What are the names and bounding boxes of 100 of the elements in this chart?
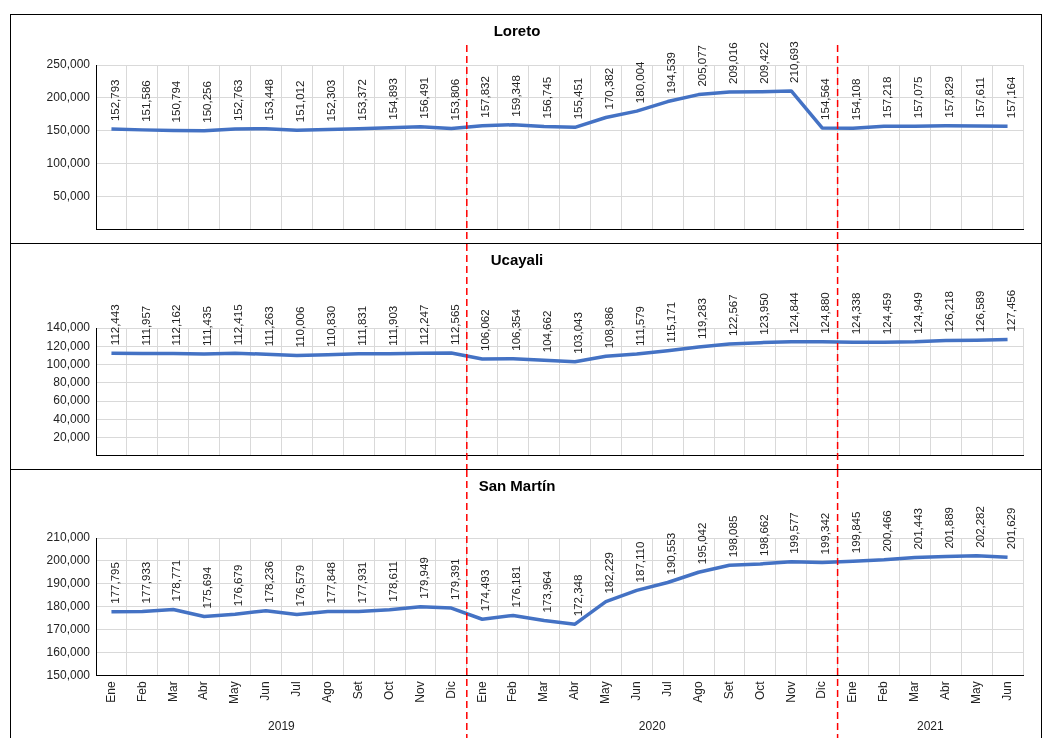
- data-label: 175,694: [201, 566, 214, 609]
- x-tick-label: Ene: [474, 681, 489, 703]
- data-label: 182,229: [603, 551, 616, 594]
- data-label: 187,110: [633, 541, 646, 583]
- y-tick-label: 190,000: [46, 576, 91, 591]
- data-label: 112,162: [170, 304, 183, 346]
- data-label: 199,577: [788, 512, 801, 554]
- y-tick-label: 180,000: [46, 598, 91, 613]
- data-label: 198,662: [757, 514, 770, 556]
- y-tick-label: 120,000: [46, 338, 91, 353]
- x-tick-label: Feb: [505, 681, 520, 703]
- data-label: 115,171: [664, 301, 677, 343]
- data-label: 124,338: [850, 292, 863, 335]
- y-tick-label: 160,000: [46, 644, 91, 659]
- x-tick-label: Jul: [289, 681, 304, 697]
- chart-title: Loreto: [493, 22, 541, 40]
- x-tick-label: Ago: [690, 681, 705, 703]
- text: 2021: [916, 719, 944, 733]
- y-tick-label: 150,000: [46, 123, 91, 138]
- data-label: 112,443: [108, 304, 121, 346]
- data-label: 104,662: [541, 310, 554, 353]
- data-label: 157,218: [881, 76, 894, 119]
- data-label: 108,986: [603, 306, 616, 349]
- data-label: 178,771: [170, 559, 183, 602]
- y-tick-label: 200,000: [46, 553, 91, 568]
- data-label: 190,553: [664, 532, 677, 575]
- data-label: 201,889: [942, 506, 955, 549]
- data-label: 111,263: [263, 306, 276, 347]
- x-tick-label: Jun: [999, 681, 1014, 701]
- data-label: 119,283: [695, 298, 708, 339]
- data-label: 157,829: [942, 76, 955, 118]
- x-tick-label: Feb: [876, 681, 891, 703]
- data-label: 110,830: [324, 305, 337, 347]
- text: 2019: [268, 719, 296, 733]
- x-tick-label: May: [227, 681, 242, 704]
- data-label: 194,539: [664, 51, 677, 94]
- y-tick-label: 100,000: [46, 356, 91, 371]
- data-label: 195,042: [695, 522, 708, 565]
- data-label: 201,443: [912, 508, 925, 550]
- data-label: 126,218: [942, 291, 955, 333]
- y-tick-label: 250,000: [46, 57, 91, 72]
- x-tick-label: Nov: [783, 681, 798, 703]
- x-tick-label: Abr: [938, 681, 953, 701]
- data-label: 112,415: [232, 304, 245, 346]
- data-label: 111,831: [355, 305, 368, 346]
- x-tick-label: Abr: [196, 681, 211, 701]
- data-label: 176,579: [294, 564, 307, 607]
- data-label: 210,693: [788, 41, 801, 83]
- data-label: 154,564: [819, 77, 832, 120]
- x-tick-label: Dic: [814, 681, 829, 699]
- x-tick-label: May: [598, 681, 613, 704]
- data-label: 173,964: [541, 570, 554, 613]
- data-label: 209,016: [726, 42, 739, 85]
- data-label: 150,256: [201, 81, 214, 123]
- data-label: 150,794: [170, 80, 183, 123]
- x-tick-label: Ene: [845, 681, 860, 703]
- data-label: 153,448: [263, 79, 276, 121]
- x-tick-label: Ene: [103, 681, 118, 703]
- data-label: 156,491: [417, 77, 430, 119]
- data-label: 157,832: [479, 76, 492, 118]
- data-label: 205,077: [695, 45, 708, 87]
- data-label: 124,844: [788, 291, 801, 334]
- data-label: 152,303: [324, 79, 337, 122]
- x-tick-label: Nov: [412, 681, 427, 703]
- x-tick-label: Jun: [258, 681, 273, 701]
- data-label: 111,579: [633, 306, 646, 346]
- data-label: 111,957: [139, 305, 152, 346]
- data-label: 176,679: [232, 564, 245, 607]
- data-label: 159,348: [510, 75, 523, 117]
- x-tick-label: May: [968, 681, 983, 704]
- y-tick-label: 80,000: [53, 375, 91, 390]
- data-label: 177,933: [139, 561, 152, 604]
- data-label: 177,848: [324, 562, 337, 604]
- y-tick-label: 40,000: [53, 411, 91, 426]
- x-tick-label: Oct: [381, 680, 396, 700]
- x-tick-label: Mar: [165, 681, 180, 702]
- data-label: 122,567: [726, 294, 739, 336]
- data-label: 151,012: [294, 80, 307, 123]
- data-label: 103,043: [572, 312, 585, 354]
- data-label: 209,422: [757, 42, 770, 84]
- data-label: 157,164: [1004, 76, 1017, 119]
- data-label: 110,006: [294, 306, 307, 348]
- chart-title: San Martín: [478, 477, 556, 495]
- x-tick-label: Oct: [752, 680, 767, 700]
- data-label: 153,806: [448, 78, 461, 121]
- data-label: 200,466: [881, 510, 894, 552]
- y-tick-label: 50,000: [53, 189, 91, 204]
- data-label: 112,247: [417, 304, 430, 346]
- data-label: 174,493: [479, 569, 492, 612]
- data-label: 155,451: [572, 77, 585, 120]
- data-label: 106,354: [510, 308, 523, 351]
- data-label: 124,459: [881, 292, 894, 335]
- data-label: 154,108: [850, 78, 863, 121]
- data-label: 152,763: [232, 79, 245, 122]
- data-label: 199,845: [850, 511, 863, 554]
- y-tick-label: 100,000: [46, 156, 91, 171]
- chart-title: Ucayali: [490, 251, 544, 269]
- y-tick-label: 140,000: [46, 320, 91, 335]
- x-tick-label: Set: [721, 680, 736, 700]
- data-label: 151,586: [139, 80, 152, 122]
